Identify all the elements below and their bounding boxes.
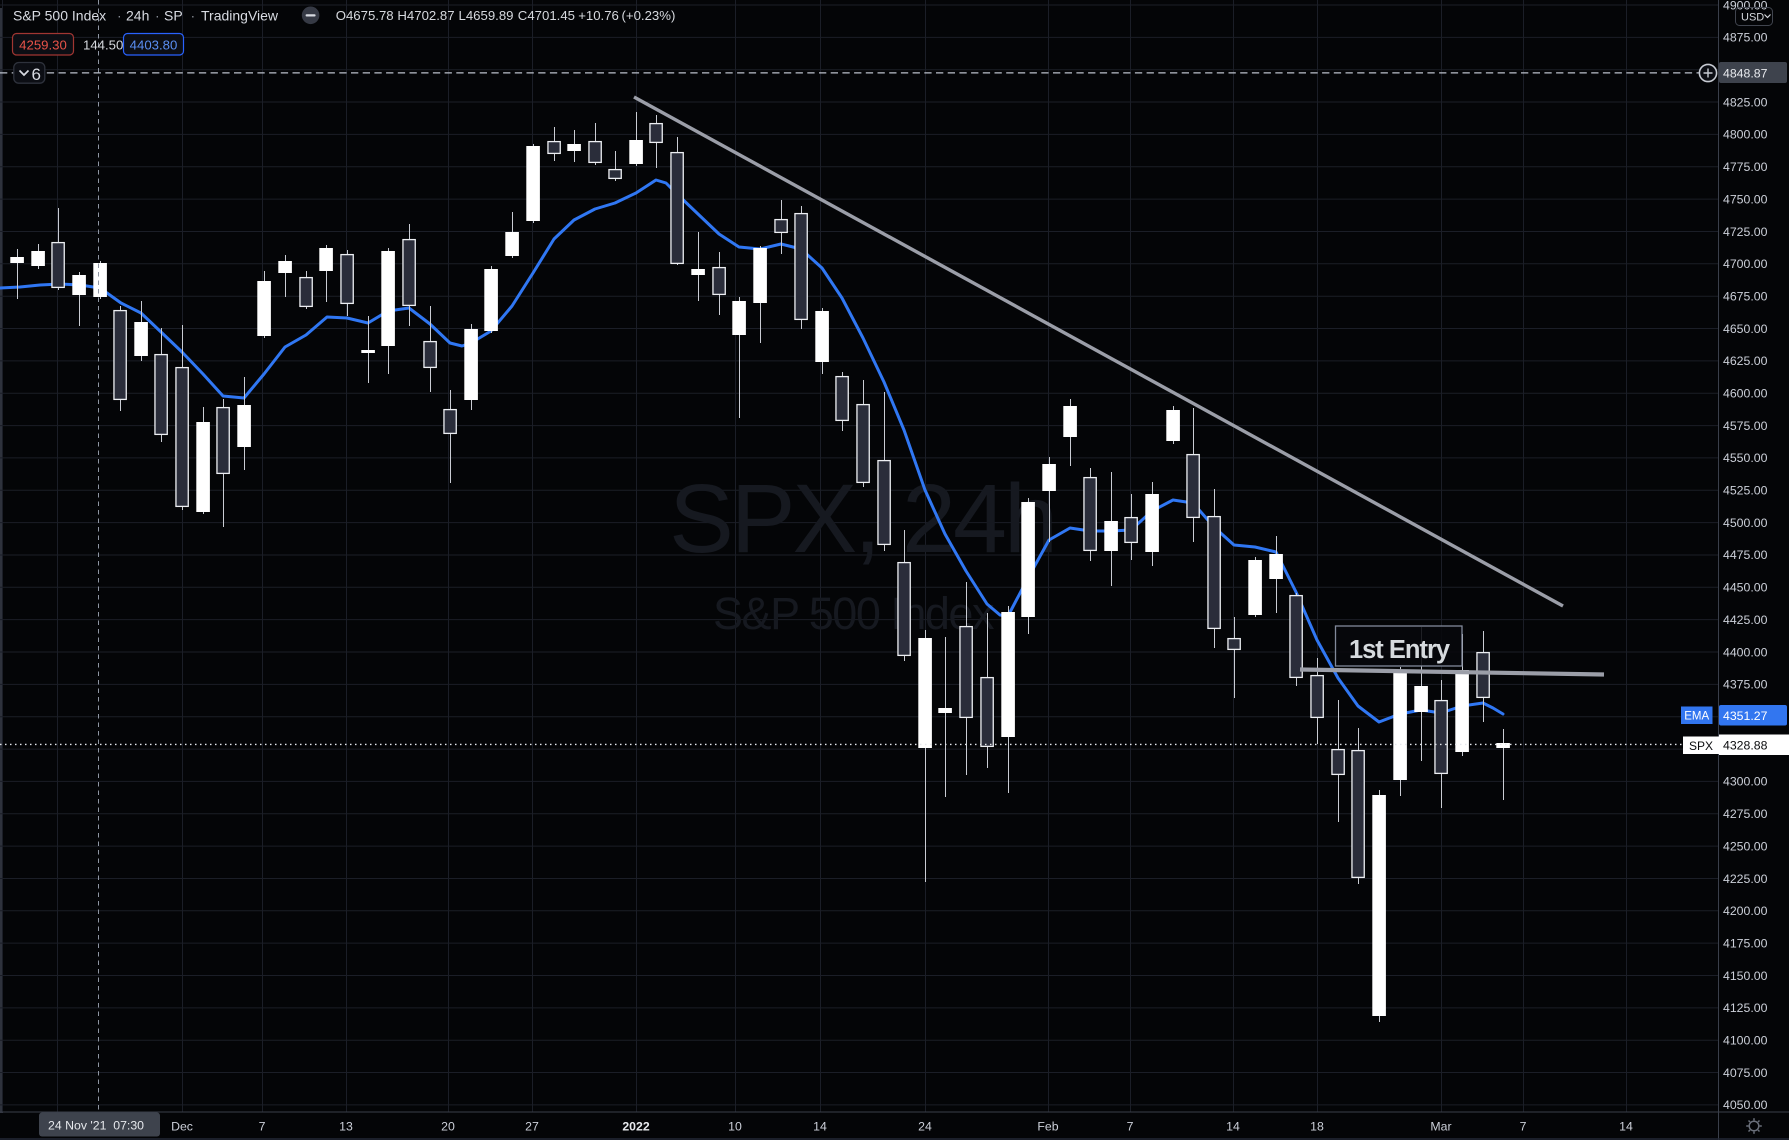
svg-text:4800.00: 4800.00 xyxy=(1723,128,1768,142)
svg-text:S&P 500 Index: S&P 500 Index xyxy=(713,588,995,639)
svg-text:27: 27 xyxy=(525,1120,539,1134)
svg-text:7: 7 xyxy=(1520,1120,1527,1134)
svg-text:20: 20 xyxy=(441,1120,455,1134)
svg-text:4225.00: 4225.00 xyxy=(1723,872,1768,886)
svg-text:10: 10 xyxy=(728,1120,742,1134)
svg-text:6: 6 xyxy=(32,65,41,84)
svg-text:4875.00: 4875.00 xyxy=(1723,31,1768,45)
svg-text:4750.00: 4750.00 xyxy=(1723,192,1768,206)
svg-text:4300.00: 4300.00 xyxy=(1723,775,1768,789)
svg-text:·: · xyxy=(117,8,122,24)
svg-text:4625.00: 4625.00 xyxy=(1723,354,1768,368)
svg-text:S&P 500 Index: S&P 500 Index xyxy=(13,8,106,24)
svg-text:4500.00: 4500.00 xyxy=(1723,516,1768,530)
svg-text:4403.80: 4403.80 xyxy=(130,37,178,52)
svg-text:4250.00: 4250.00 xyxy=(1723,839,1768,853)
svg-text:4375.00: 4375.00 xyxy=(1723,678,1768,692)
svg-text:USD: USD xyxy=(1741,12,1764,24)
svg-text:4775.00: 4775.00 xyxy=(1723,160,1768,174)
svg-text:4525.00: 4525.00 xyxy=(1723,484,1768,498)
svg-text:144.50: 144.50 xyxy=(83,37,123,52)
svg-text:4351.27: 4351.27 xyxy=(1723,709,1768,723)
svg-text:4328.88: 4328.88 xyxy=(1723,739,1768,753)
svg-text:14: 14 xyxy=(813,1120,827,1134)
svg-text:1st Entry: 1st Entry xyxy=(1349,636,1451,664)
svg-text:·: · xyxy=(155,8,160,24)
svg-text:(+0.23%): (+0.23%) xyxy=(622,8,676,23)
svg-text:C4701.45: C4701.45 xyxy=(518,8,575,23)
svg-text:O4675.78: O4675.78 xyxy=(336,8,394,23)
svg-text:4550.00: 4550.00 xyxy=(1723,451,1768,465)
svg-text:4100.00: 4100.00 xyxy=(1723,1034,1768,1048)
svg-text:4275.00: 4275.00 xyxy=(1723,807,1768,821)
svg-text:7: 7 xyxy=(1127,1120,1134,1134)
svg-text:TradingView: TradingView xyxy=(201,8,279,24)
svg-text:4675.00: 4675.00 xyxy=(1723,290,1768,304)
svg-text:·: · xyxy=(191,8,196,24)
svg-text:4450.00: 4450.00 xyxy=(1723,581,1768,595)
svg-text:4575.00: 4575.00 xyxy=(1723,419,1768,433)
svg-text:18: 18 xyxy=(1310,1120,1324,1134)
svg-text:4075.00: 4075.00 xyxy=(1723,1066,1768,1080)
svg-text:EMA: EMA xyxy=(1684,711,1709,723)
svg-text:4825.00: 4825.00 xyxy=(1723,95,1768,109)
svg-text:4700.00: 4700.00 xyxy=(1723,257,1768,271)
svg-text:4400.00: 4400.00 xyxy=(1723,645,1768,659)
svg-text:Mar: Mar xyxy=(1430,1120,1451,1134)
svg-text:4050.00: 4050.00 xyxy=(1723,1098,1768,1112)
svg-text:14: 14 xyxy=(1619,1120,1633,1134)
svg-text:4259.30: 4259.30 xyxy=(19,37,67,52)
svg-text:2022: 2022 xyxy=(622,1120,650,1134)
svg-text:L4659.89: L4659.89 xyxy=(459,8,514,23)
svg-text:H4702.87: H4702.87 xyxy=(397,8,454,23)
svg-text:4125.00: 4125.00 xyxy=(1723,1001,1768,1015)
svg-text:Feb: Feb xyxy=(1037,1120,1058,1134)
svg-text:Dec: Dec xyxy=(171,1120,193,1134)
svg-text:4150.00: 4150.00 xyxy=(1723,969,1768,983)
svg-text:13: 13 xyxy=(339,1120,353,1134)
svg-text:24 Nov '21 07:30: 24 Nov '21 07:30 xyxy=(48,1118,144,1132)
svg-text:14: 14 xyxy=(1226,1120,1240,1134)
svg-text:4425.00: 4425.00 xyxy=(1723,613,1768,627)
svg-text:7: 7 xyxy=(259,1120,266,1134)
svg-text:4600.00: 4600.00 xyxy=(1723,387,1768,401)
svg-text:4475.00: 4475.00 xyxy=(1723,548,1768,562)
svg-text:4900.00: 4900.00 xyxy=(1723,0,1768,12)
svg-text:SP: SP xyxy=(164,8,183,24)
svg-text:4650.00: 4650.00 xyxy=(1723,322,1768,336)
svg-text:4200.00: 4200.00 xyxy=(1723,904,1768,918)
svg-text:SPX: SPX xyxy=(1689,739,1713,753)
svg-text:24h: 24h xyxy=(126,8,149,24)
svg-text:+10.76: +10.76 xyxy=(578,8,619,23)
svg-text:4725.00: 4725.00 xyxy=(1723,225,1768,239)
svg-text:24: 24 xyxy=(918,1120,932,1134)
svg-text:4175.00: 4175.00 xyxy=(1723,936,1768,950)
svg-text:4848.87: 4848.87 xyxy=(1723,66,1768,80)
